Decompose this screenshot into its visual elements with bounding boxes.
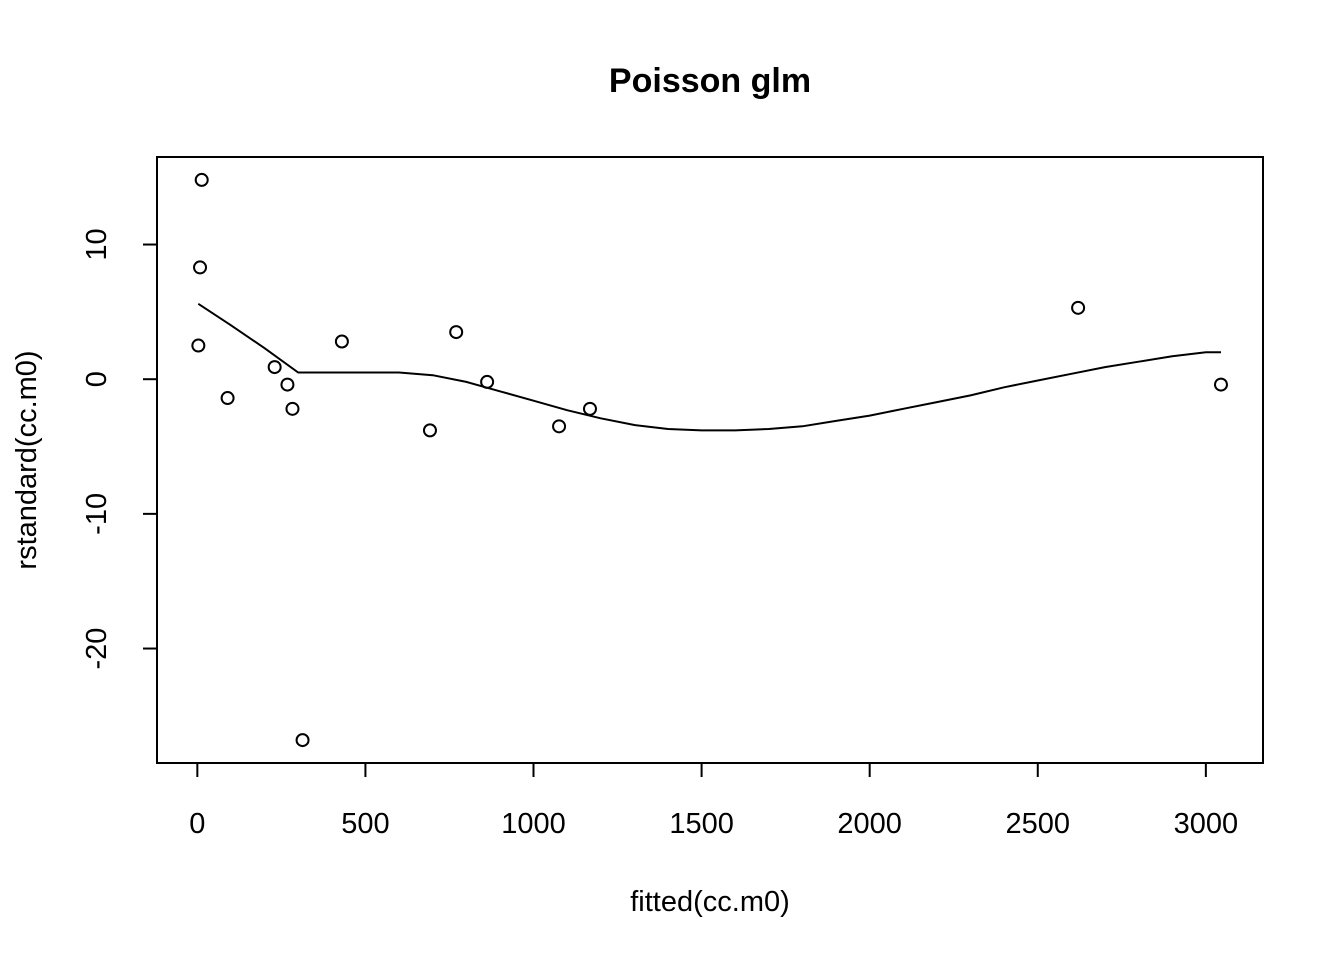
data-point xyxy=(449,325,464,340)
y-axis-label: rstandard(cc.m0) xyxy=(11,350,43,569)
x-tick-label: 1500 xyxy=(669,808,734,840)
data-point xyxy=(552,419,567,434)
data-point xyxy=(1213,377,1228,392)
x-axis-label: fitted(cc.m0) xyxy=(630,886,790,918)
data-point xyxy=(285,401,300,416)
smooth-line xyxy=(197,302,1221,432)
x-tick-label: 2500 xyxy=(1006,808,1071,840)
data-point xyxy=(220,391,235,406)
x-tick-label: 1000 xyxy=(501,808,566,840)
data-point xyxy=(193,260,208,275)
data-point xyxy=(422,423,437,438)
data-point xyxy=(334,334,349,349)
chart-title: Poisson glm xyxy=(609,62,811,100)
data-point xyxy=(280,377,295,392)
data-point xyxy=(295,733,310,748)
x-tick-label: 3000 xyxy=(1174,808,1239,840)
y-tick-label: 10 xyxy=(81,228,113,260)
x-tick-label: 500 xyxy=(341,808,389,840)
data-point xyxy=(582,401,597,416)
data-point xyxy=(480,374,495,389)
data-point xyxy=(191,338,206,353)
x-tick-label: 0 xyxy=(189,808,205,840)
y-tick-label: 0 xyxy=(81,371,113,387)
data-points xyxy=(191,172,1228,748)
plot-frame xyxy=(156,156,1264,764)
data-point xyxy=(194,172,209,187)
data-point xyxy=(267,360,282,375)
data-point xyxy=(1071,300,1086,315)
x-axis: 0 500 1000 1500 2000 2500 3000 xyxy=(189,762,1239,840)
y-axis: -20 -10 0 10 xyxy=(81,228,158,670)
y-tick-label: -20 xyxy=(81,628,113,670)
x-tick-label: 2000 xyxy=(837,808,902,840)
y-tick-label: -10 xyxy=(81,493,113,535)
